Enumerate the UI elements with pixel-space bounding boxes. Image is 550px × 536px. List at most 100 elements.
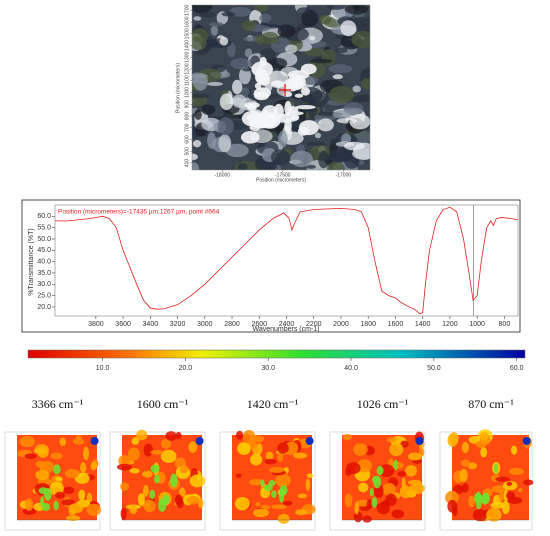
- map-blob: [43, 487, 52, 501]
- map-blob: [78, 489, 86, 501]
- map-blob: [344, 493, 353, 508]
- map-blob: [235, 430, 244, 440]
- map-blob: [409, 482, 425, 494]
- map-blob: [83, 446, 90, 461]
- texture: [343, 141, 365, 151]
- texture: [326, 161, 345, 170]
- map-blob: [486, 508, 502, 522]
- spectrum-panel: [21, 199, 521, 333]
- map-label: 1600 cm⁻¹: [137, 397, 189, 411]
- texture: [231, 94, 247, 108]
- y-tick-label: 1000: [184, 87, 190, 98]
- map-blob: [63, 486, 75, 495]
- texture: [361, 77, 370, 90]
- map-blob: [178, 487, 186, 498]
- map-blob: [385, 493, 397, 507]
- bright-area: [256, 69, 269, 84]
- map-blob: [358, 482, 369, 493]
- map-blob: [376, 466, 384, 476]
- map-hotspot: [195, 437, 204, 445]
- x-tick-label: 2800: [224, 321, 240, 328]
- map-blob: [150, 449, 164, 455]
- texture: [219, 93, 234, 111]
- map-blob: [480, 447, 488, 458]
- map-blob: [472, 508, 488, 522]
- map-blob: [452, 484, 465, 494]
- map-blob: [461, 441, 469, 454]
- map-blob: [127, 447, 140, 461]
- map-blob: [189, 474, 206, 488]
- map-blob: [55, 476, 63, 482]
- map-blob: [345, 462, 361, 475]
- texture: [330, 138, 338, 146]
- map-blob: [131, 437, 140, 445]
- x-tick-label: 2200: [306, 321, 322, 328]
- map-hotspot: [305, 437, 314, 445]
- x-tick-label: -17500: [275, 172, 291, 178]
- map-blob: [490, 501, 505, 509]
- x-axis-label: Wavenumbers (cm-1): [252, 326, 319, 333]
- microscope-image: [192, 5, 370, 170]
- texture: [304, 47, 326, 57]
- map-blob: [279, 489, 285, 503]
- bright-area: [249, 123, 261, 132]
- y-tick-label: 1300: [184, 51, 190, 62]
- texture: [344, 5, 369, 15]
- map-blob: [306, 473, 314, 479]
- texture: [192, 5, 213, 14]
- map-blob: [277, 442, 289, 454]
- map-blob: [22, 507, 37, 515]
- map-blob: [129, 468, 140, 474]
- map-blob: [53, 500, 59, 511]
- map-blob: [34, 444, 49, 456]
- map-blob: [362, 515, 372, 523]
- y-tick-label: 1400: [184, 40, 190, 51]
- map-blob: [371, 476, 380, 483]
- colorbar-tick-label: 40.0: [344, 365, 358, 372]
- x-tick-label: 1000: [469, 321, 485, 328]
- map-blob: [400, 440, 409, 448]
- map-blob: [235, 473, 242, 478]
- texture: [266, 70, 289, 86]
- map-blob: [353, 511, 363, 523]
- map-blob: [378, 464, 395, 478]
- map-blob: [136, 429, 148, 441]
- bright-area: [287, 70, 310, 80]
- y-tick-label: 900: [184, 100, 190, 109]
- bright-area: [290, 114, 300, 121]
- x-tick-label: 3000: [197, 321, 213, 328]
- bright-area: [284, 118, 292, 133]
- y-tick-label: 800: [184, 112, 190, 121]
- map-blob: [506, 491, 516, 500]
- y-tick-label: 500: [184, 147, 190, 156]
- map-blob: [54, 491, 66, 499]
- y-axis-label: %Transmittance (%T): [28, 228, 35, 295]
- map-blob: [80, 461, 87, 474]
- texture: [237, 163, 248, 170]
- texture: [277, 24, 296, 38]
- texture: [192, 140, 202, 148]
- map-blob: [282, 500, 293, 506]
- map-blob: [160, 449, 177, 463]
- texture: [352, 85, 361, 93]
- bright-area: [262, 105, 278, 119]
- y-tick-label: 1600: [184, 16, 190, 27]
- map-blob: [277, 451, 284, 462]
- map-blob: [153, 474, 160, 484]
- map-blob: [86, 503, 102, 516]
- y-tick-label: 1700: [184, 5, 190, 16]
- map-blob: [518, 487, 523, 493]
- texture: [201, 104, 216, 115]
- map-blob: [234, 496, 250, 511]
- x-tick-label: 3200: [170, 321, 186, 328]
- colorbar-tick-label: 60.0: [510, 365, 524, 372]
- x-tick-label: 3600: [115, 321, 131, 328]
- map-blob: [253, 508, 269, 518]
- map-hotspot: [415, 437, 424, 445]
- map-blob: [179, 464, 189, 474]
- y-tick-label: 600: [184, 135, 190, 144]
- map-blob: [250, 453, 263, 466]
- map-blob: [405, 465, 418, 477]
- texture: [193, 16, 202, 21]
- texture: [306, 141, 326, 146]
